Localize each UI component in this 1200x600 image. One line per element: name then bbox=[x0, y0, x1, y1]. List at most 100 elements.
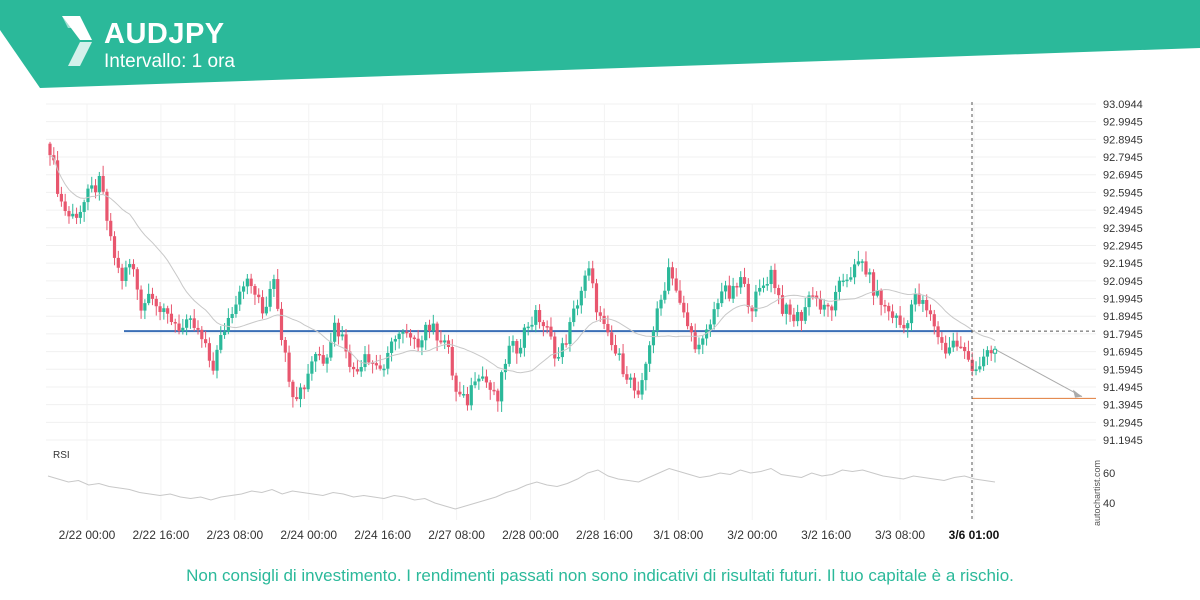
candle-body bbox=[655, 308, 659, 331]
candle-body bbox=[879, 290, 883, 305]
candle-body bbox=[150, 293, 155, 299]
candle-body bbox=[815, 295, 819, 299]
price-tick-label: 92.6945 bbox=[1103, 170, 1143, 182]
candle-body bbox=[921, 299, 925, 304]
candle-body bbox=[310, 361, 314, 374]
candle-body bbox=[894, 315, 898, 318]
time-tick-label: 3/2 16:00 bbox=[801, 528, 851, 542]
candle-body bbox=[716, 303, 720, 310]
risk-disclaimer: Non consigli di investimento. I rendimen… bbox=[186, 566, 1014, 585]
candle-body bbox=[598, 312, 602, 316]
candle-body bbox=[837, 280, 841, 292]
candle-body bbox=[830, 306, 834, 311]
candle-body bbox=[397, 333, 401, 340]
candle-body bbox=[55, 160, 60, 194]
candle-body bbox=[272, 279, 276, 289]
chart-grid bbox=[46, 103, 1096, 520]
candle-body bbox=[537, 310, 542, 323]
candle-body bbox=[917, 293, 921, 304]
candle-body bbox=[982, 356, 986, 367]
candle-body bbox=[215, 349, 219, 371]
candle-body bbox=[473, 381, 477, 386]
candle-body bbox=[663, 290, 667, 300]
candle-body bbox=[625, 374, 629, 380]
candle-body bbox=[640, 380, 644, 395]
candle-body bbox=[974, 369, 978, 372]
candle-body bbox=[826, 304, 830, 307]
candle-body bbox=[788, 304, 792, 315]
candle-body bbox=[898, 315, 902, 325]
moving-average-series bbox=[49, 154, 996, 374]
candle-body bbox=[450, 347, 454, 376]
candle-body bbox=[906, 323, 910, 329]
candle-body bbox=[697, 344, 701, 350]
candle-body bbox=[534, 310, 538, 325]
candle-body bbox=[401, 331, 405, 334]
candle-body bbox=[389, 341, 394, 353]
candle-body bbox=[667, 267, 671, 291]
candle-body bbox=[636, 390, 640, 395]
time-tick-label: 2/24 16:00 bbox=[354, 528, 411, 542]
candle-body bbox=[868, 272, 872, 275]
candle-body bbox=[382, 368, 386, 371]
candle-body bbox=[594, 283, 599, 313]
candle-body bbox=[287, 352, 291, 382]
price-tick-label: 91.4945 bbox=[1103, 382, 1143, 394]
candle-body bbox=[856, 261, 860, 265]
candle-body bbox=[720, 291, 724, 304]
interval-label: Intervallo: 1 ora bbox=[104, 51, 235, 72]
moving-average-line bbox=[49, 154, 996, 374]
candle-body bbox=[192, 318, 196, 328]
price-tick-label: 91.1945 bbox=[1103, 435, 1143, 447]
price-levels bbox=[124, 330, 1096, 399]
candle-body bbox=[207, 343, 211, 361]
candle-body bbox=[131, 264, 136, 270]
price-tick-label: 92.0945 bbox=[1103, 276, 1143, 288]
candle-body bbox=[306, 373, 310, 390]
candle-body bbox=[120, 267, 124, 281]
candle-body bbox=[317, 353, 322, 356]
candle-body bbox=[465, 394, 470, 406]
candle-body bbox=[735, 285, 739, 288]
candle-body bbox=[283, 339, 287, 353]
candle-body bbox=[754, 291, 758, 312]
candle-body bbox=[67, 211, 71, 217]
candle-body bbox=[314, 353, 318, 362]
price-tick-label: 91.3945 bbox=[1103, 400, 1143, 412]
candle-body bbox=[651, 330, 656, 346]
candle-body bbox=[204, 339, 208, 344]
candle-body bbox=[139, 289, 143, 311]
price-axis: 93.0944 92.9945 92.8945 92.7945 92.6945 92.59… bbox=[1103, 99, 1143, 447]
candle-body bbox=[154, 298, 158, 307]
candle-body bbox=[849, 277, 853, 280]
candle-body bbox=[427, 324, 432, 331]
candle-body bbox=[291, 381, 295, 398]
candle-body bbox=[739, 277, 743, 288]
time-tick-label: 2/22 00:00 bbox=[59, 528, 116, 542]
candle-body bbox=[750, 306, 754, 312]
candle-body bbox=[71, 213, 75, 217]
candle-body bbox=[462, 394, 466, 396]
candle-body bbox=[526, 326, 530, 329]
price-tick-label: 91.7945 bbox=[1103, 329, 1143, 341]
candle-body bbox=[963, 346, 967, 352]
candle-body bbox=[405, 331, 409, 334]
candle-body bbox=[241, 286, 246, 292]
time-tick-label: 2/23 08:00 bbox=[206, 528, 263, 542]
candle-body bbox=[511, 341, 515, 346]
candle-body bbox=[610, 332, 614, 346]
price-tick-label: 92.7945 bbox=[1103, 152, 1143, 164]
candle-body bbox=[454, 375, 458, 392]
candle-body bbox=[181, 327, 185, 331]
candlestick-series bbox=[48, 141, 998, 412]
candle-body bbox=[90, 185, 94, 189]
candle-body bbox=[59, 193, 63, 202]
candle-body bbox=[989, 350, 993, 354]
price-chart: 93.0944 92.9945 92.8945 92.7945 92.6945 92.59… bbox=[46, 99, 1143, 542]
time-tick-label: 2/24 00:00 bbox=[280, 528, 337, 542]
candle-body bbox=[947, 347, 952, 354]
candle-body bbox=[541, 322, 545, 327]
candle-body bbox=[796, 312, 800, 322]
candle-body bbox=[200, 329, 204, 340]
candle-body bbox=[913, 293, 917, 305]
